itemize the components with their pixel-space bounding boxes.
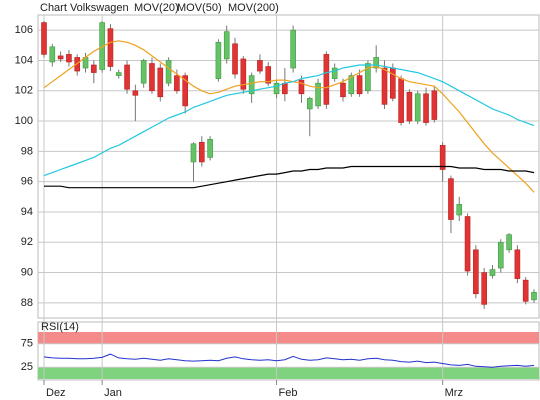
- rsi-band: [38, 367, 539, 379]
- legend-entry: MOV(200): [228, 2, 279, 14]
- candle-body: [506, 234, 512, 251]
- y-tick-label: 92: [21, 236, 33, 248]
- candle-body: [348, 75, 355, 95]
- candle-body: [315, 82, 321, 107]
- y-tick-label: 98: [21, 145, 33, 157]
- y-tick-label: 90: [21, 266, 33, 278]
- candle-body: [431, 90, 438, 120]
- candle-body: [323, 54, 330, 105]
- y-tick-label: 94: [21, 206, 33, 218]
- candle-body: [306, 98, 313, 110]
- candle-body: [497, 241, 504, 269]
- candle-body: [124, 64, 130, 90]
- candle-body: [448, 178, 454, 220]
- candle-body: [74, 57, 81, 72]
- rsi-title: RSI(14): [41, 321, 79, 333]
- candle-body: [257, 60, 263, 72]
- y-tick-label: 88: [21, 297, 33, 309]
- candle-body: [473, 249, 479, 295]
- y-tick-label: 75: [21, 338, 33, 350]
- candle-body: [57, 55, 64, 60]
- candle-body: [406, 91, 413, 122]
- candle-body: [290, 29, 296, 69]
- candle-body: [232, 43, 238, 75]
- legend-entry: MOV(50): [177, 2, 222, 14]
- candle-body: [456, 204, 463, 216]
- candle-body: [414, 93, 421, 122]
- moving-average: [43, 64, 535, 177]
- candle-body: [398, 78, 404, 123]
- x-tick-label: Dez: [46, 387, 66, 399]
- main-panel: [37, 14, 540, 319]
- candle-body: [91, 64, 97, 73]
- candle-body: [331, 67, 338, 79]
- candle-body: [182, 75, 188, 107]
- candle-body: [340, 82, 346, 98]
- candle-body: [215, 41, 222, 79]
- candle-body: [356, 75, 363, 95]
- y-tick-label: 104: [15, 54, 33, 66]
- chart-title: Chart Volkswagen: [40, 2, 129, 14]
- candle-body: [149, 63, 155, 92]
- x-tick-label: Jan: [104, 387, 122, 399]
- candle-body: [207, 138, 213, 158]
- candle-body: [223, 31, 230, 60]
- candle-body: [174, 75, 180, 92]
- candle-body: [248, 75, 255, 95]
- candle-body: [41, 22, 47, 55]
- y-tick-label: 96: [21, 176, 33, 188]
- candle-body: [481, 272, 487, 305]
- y-tick-label: 25: [21, 361, 33, 373]
- candle-body: [439, 144, 446, 170]
- candle-body: [157, 67, 164, 98]
- moving-average: [43, 40, 535, 193]
- candle-body: [282, 82, 288, 95]
- candle-body: [190, 143, 197, 163]
- x-tick-label: Feb: [279, 387, 298, 399]
- candle-body: [132, 90, 139, 96]
- candle-body: [49, 46, 56, 63]
- candle-body: [365, 63, 371, 92]
- candle-body: [198, 141, 205, 163]
- candle-body: [373, 57, 380, 69]
- candle-body: [66, 54, 72, 63]
- legend-entry: MOV(20): [134, 2, 179, 14]
- rsi-panel: [37, 321, 540, 381]
- candle-body: [273, 82, 280, 95]
- candle-body: [423, 93, 429, 123]
- candle-body: [514, 249, 521, 279]
- candle-body: [240, 58, 247, 90]
- y-tick-label: 106: [15, 24, 33, 36]
- y-tick-label: 102: [15, 85, 33, 97]
- candle-body: [165, 60, 172, 84]
- candle-body: [489, 269, 496, 276]
- plot-layer: 88 90 92 94 96 98 100 102 104 106 25 75 Dez Jan Feb Mrz: [15, 15, 539, 399]
- x-tick-label: Mrz: [445, 387, 463, 399]
- candle-body: [298, 79, 305, 95]
- candle-body: [265, 66, 272, 84]
- candle-body: [531, 291, 537, 301]
- candle-body: [107, 28, 114, 67]
- y-tick-label: 100: [15, 115, 33, 127]
- moving-average: [44, 165, 535, 189]
- candle-body: [140, 60, 147, 84]
- candle-body: [522, 279, 529, 302]
- candle-body: [381, 67, 388, 105]
- candle-body: [464, 216, 471, 272]
- candle-body: [115, 72, 122, 76]
- rsi-line: [43, 353, 535, 368]
- rsi-band: [38, 332, 539, 344]
